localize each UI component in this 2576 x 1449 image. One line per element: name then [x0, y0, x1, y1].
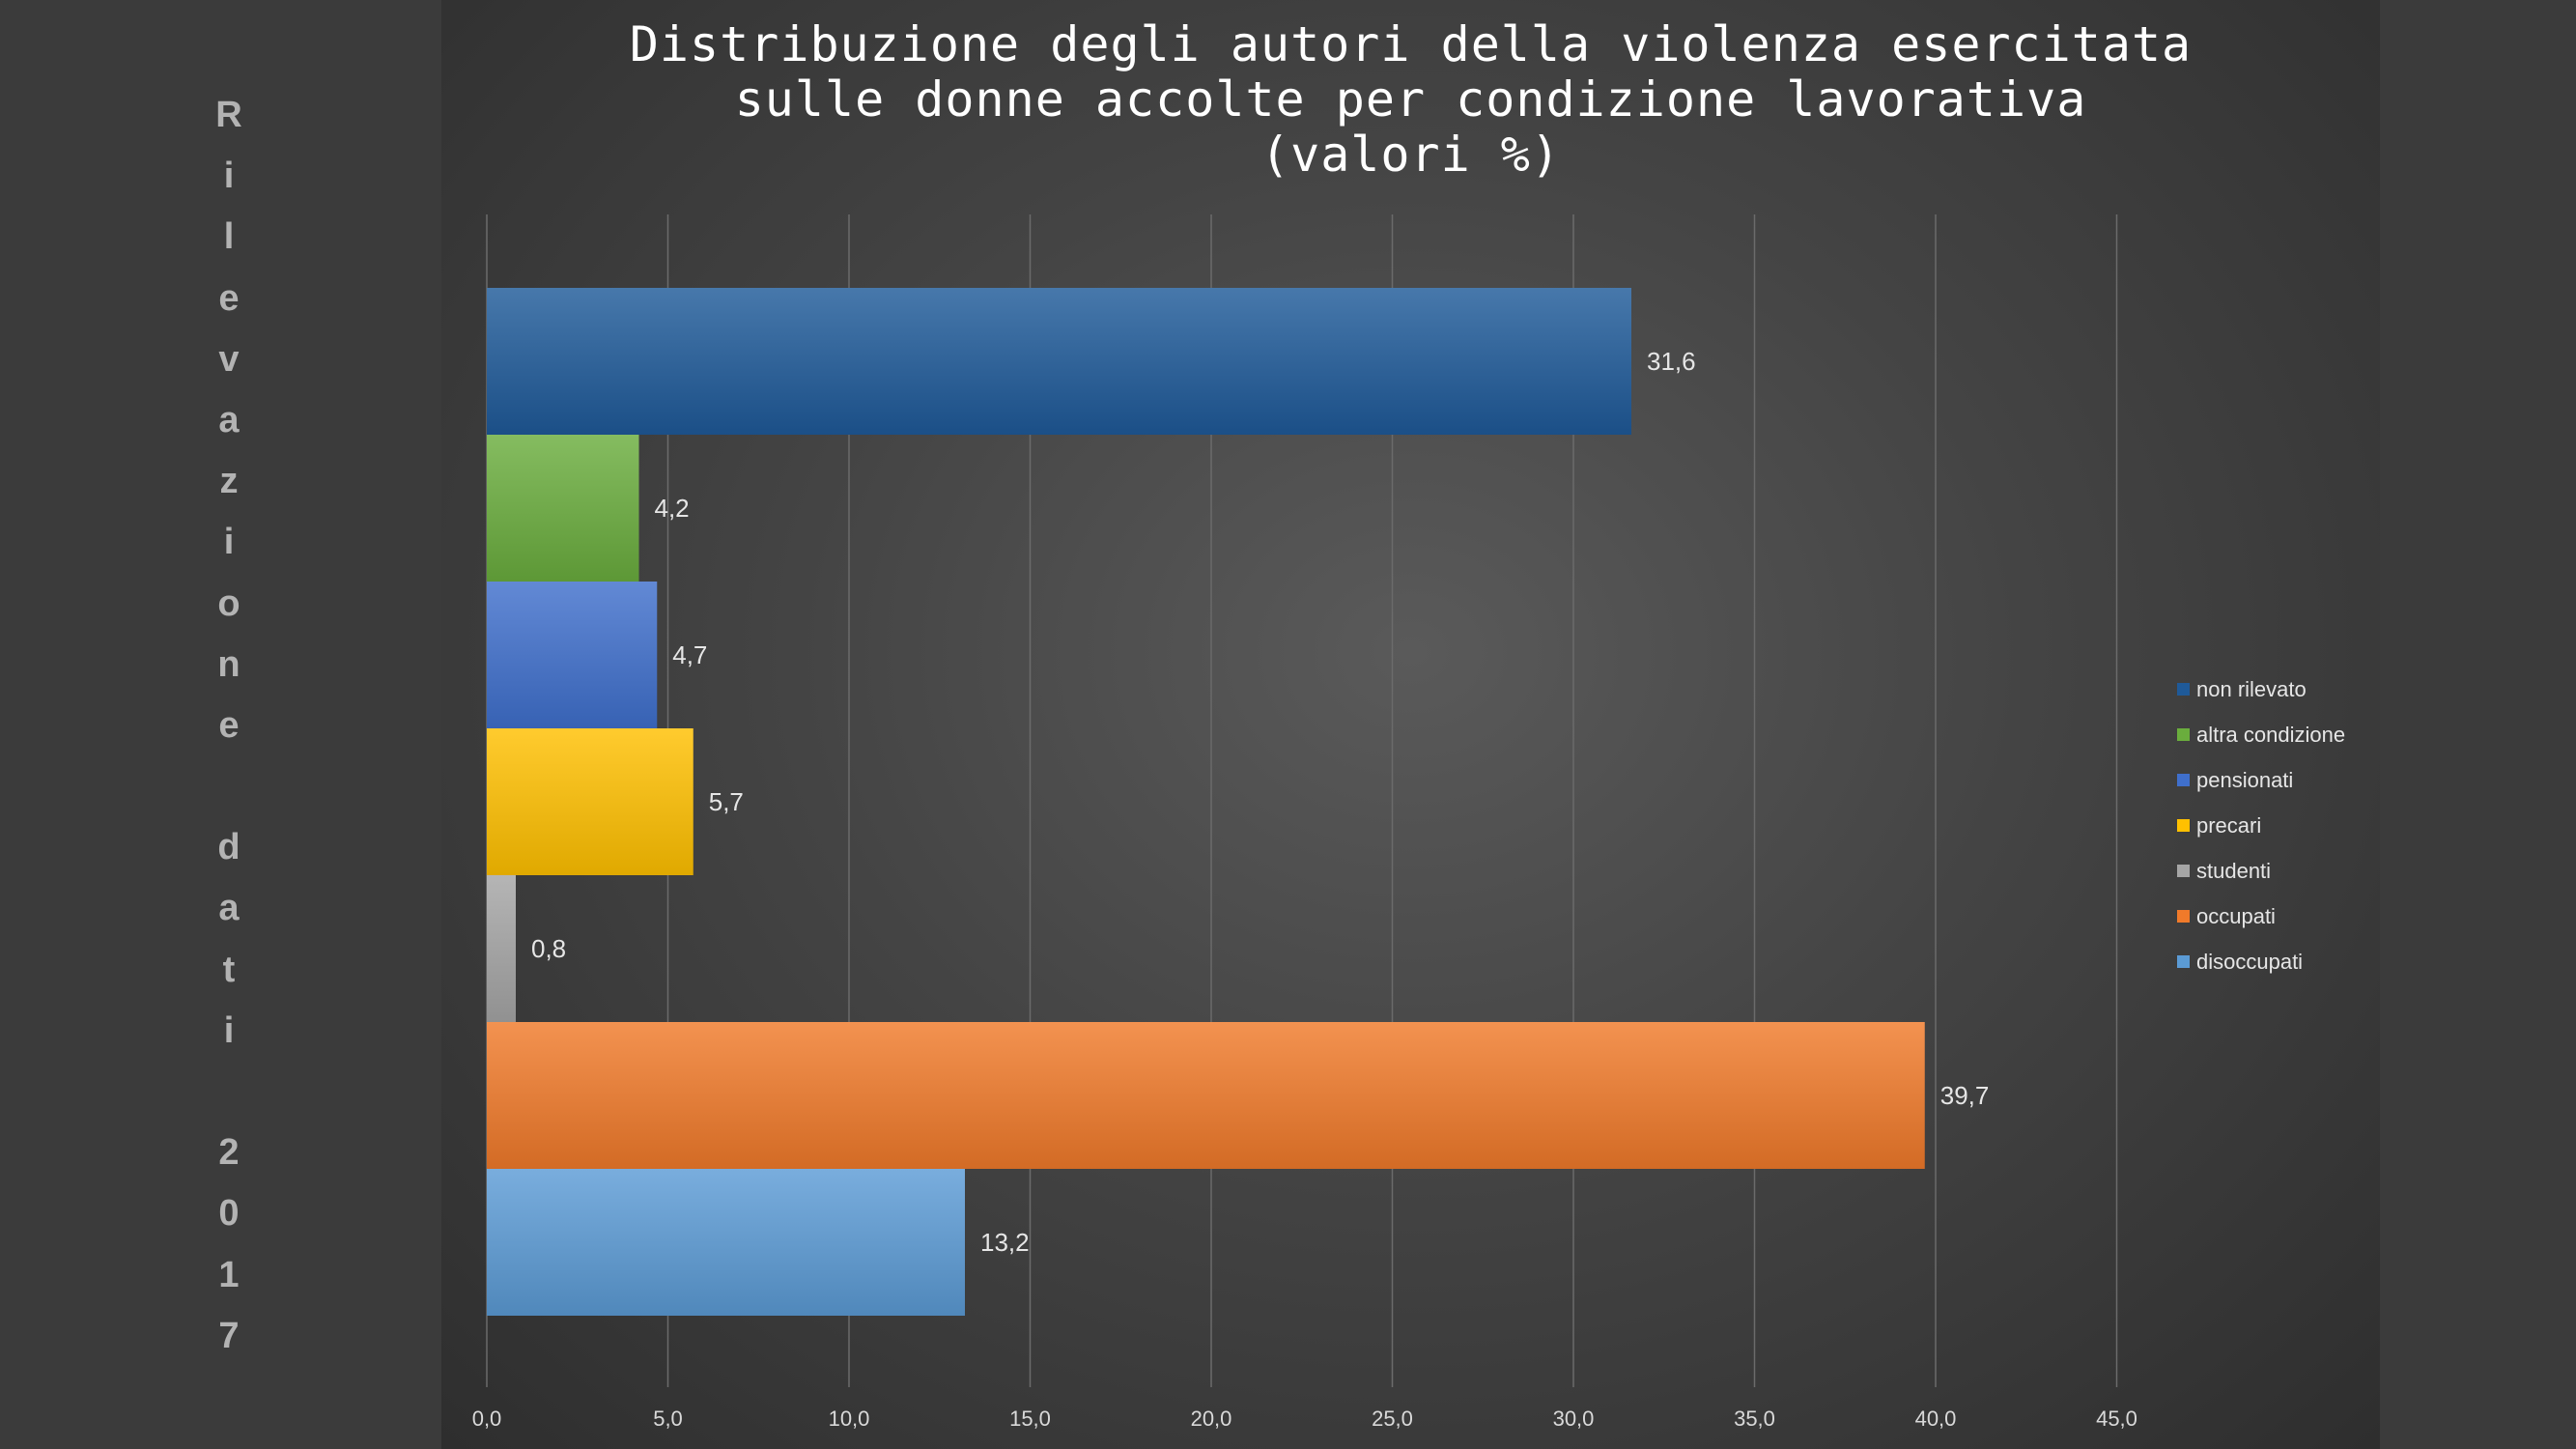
legend-swatch — [2177, 865, 2190, 877]
bar-value-label: 4,7 — [672, 640, 707, 669]
bar-value-label: 39,7 — [1940, 1081, 1990, 1110]
side-letter: a — [218, 399, 240, 440]
side-letter: i — [223, 522, 235, 563]
bar-value-label: 0,8 — [531, 934, 566, 963]
legend-item: occupati — [2177, 894, 2345, 939]
chart-title-line-1: Distribuzione degli autori della violenz… — [629, 16, 2193, 72]
side-letter: z — [219, 461, 239, 502]
chart-title-line-3: (valori %) — [1260, 127, 1562, 183]
legend-item: altra condizione — [2177, 712, 2345, 757]
side-letter: i — [223, 1009, 235, 1051]
legend-label: studenti — [2196, 858, 2272, 883]
bar-value-label: 13,2 — [980, 1228, 1030, 1257]
legend-swatch — [2177, 774, 2190, 786]
x-tick-label: 35,0 — [1734, 1406, 1775, 1431]
legend-item: non rilevato — [2177, 667, 2345, 712]
side-letter: 1 — [218, 1254, 240, 1295]
x-tick-label: 15,0 — [1009, 1406, 1051, 1431]
side-letter: d — [217, 827, 241, 868]
x-tick-label: 25,0 — [1372, 1406, 1413, 1431]
side-letter: 7 — [218, 1315, 240, 1356]
bar-altra-condizione — [487, 435, 639, 582]
side-letter: i — [223, 156, 235, 197]
x-tick-label: 0,0 — [472, 1406, 502, 1431]
legend-item: disoccupati — [2177, 939, 2345, 984]
legend-item: pensionati — [2177, 757, 2345, 803]
side-letter: v — [218, 338, 240, 380]
side-letter: o — [217, 582, 241, 624]
legend-label: disoccupati — [2196, 949, 2304, 974]
legend-swatch — [2177, 683, 2190, 696]
legend-item: precari — [2177, 803, 2345, 848]
bar-studenti — [487, 875, 516, 1022]
chart-title: Distribuzione degli autori della violenz… — [441, 17, 2380, 183]
side-letter: R — [215, 95, 242, 135]
chart-legend: non rilevato altra condizione pensionati pr… — [2177, 667, 2345, 984]
legend-swatch — [2177, 955, 2190, 968]
side-letter: l — [223, 216, 235, 258]
legend-label: pensionati — [2196, 767, 2294, 792]
legend-label: altra condizione — [2196, 722, 2346, 747]
legend-label: occupati — [2196, 903, 2276, 928]
bar-value-label: 5,7 — [709, 787, 744, 816]
bar-value-label: 4,2 — [655, 494, 690, 523]
legend-swatch — [2177, 728, 2190, 741]
bar-disocc-upati — [487, 1169, 965, 1316]
bar-non-rilevato — [487, 288, 1631, 435]
legend-swatch — [2177, 910, 2190, 923]
x-tick-label: 45,0 — [2096, 1406, 2137, 1431]
legend-label: precari — [2196, 812, 2262, 838]
bar-value-label: 31,6 — [1647, 347, 1696, 376]
side-letter: n — [217, 643, 241, 685]
x-tick-label: 10,0 — [829, 1406, 870, 1431]
x-tick-label: 5,0 — [653, 1406, 683, 1431]
x-tick-label: 40,0 — [1915, 1406, 1957, 1431]
chart-title-line-2: sulle donne accolte per condizione lavor… — [734, 71, 2087, 128]
bar-precari — [487, 728, 694, 875]
side-letter: 0 — [218, 1193, 240, 1235]
right-sidebar — [2380, 0, 2576, 1449]
legend-label: non rilevato — [2196, 676, 2307, 701]
side-letter: t — [222, 949, 236, 990]
legend-item: studenti — [2177, 848, 2345, 894]
legend-swatch — [2177, 819, 2190, 832]
side-letter: 2 — [218, 1132, 240, 1174]
side-letter: e — [218, 277, 240, 319]
side-letter: e — [218, 704, 240, 746]
x-tick-label: 30,0 — [1553, 1406, 1595, 1431]
left-sidebar — [0, 0, 441, 1449]
bar-pensionati — [487, 582, 658, 728]
bar-occupati — [487, 1022, 1925, 1169]
side-letter: a — [218, 888, 240, 929]
x-tick-label: 20,0 — [1191, 1406, 1232, 1431]
